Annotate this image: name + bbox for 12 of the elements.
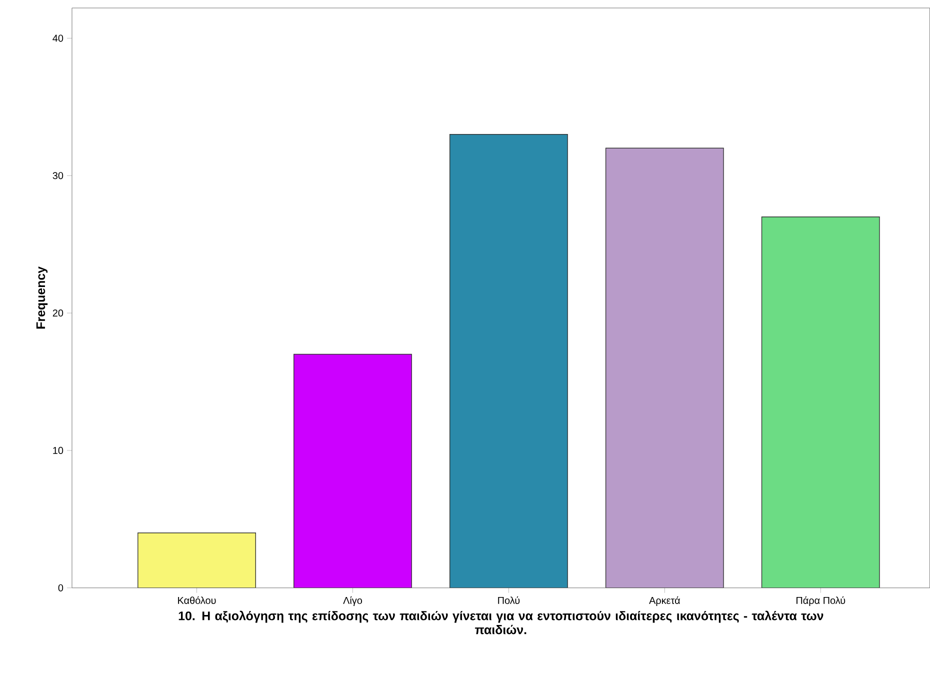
x-tick-label: Πάρα Πολύ (796, 596, 846, 606)
y-tick-label: 20 (52, 310, 64, 317)
y-tick-label: 0 (58, 584, 64, 592)
y-axis-title: Frequency (36, 266, 48, 329)
y-tick-label: 10 (53, 447, 64, 454)
y-tick-label: 30 (52, 172, 64, 180)
x-axis-title: 10. Η αξιολόγηση της επίδοσης των παιδιών γίνεται για να εντοπιστούν ιδιαίτερες ικανότητες - ταλέντα των παιδιών. (178, 610, 824, 634)
x-tick-label: Αρκετά (649, 596, 680, 606)
y-tick-label: 40 (52, 34, 64, 42)
x-tick-label: Πολύ (498, 596, 520, 604)
x-tick-label: Λίγο (343, 596, 362, 606)
x-tick-label: Καθόλου (178, 596, 216, 604)
